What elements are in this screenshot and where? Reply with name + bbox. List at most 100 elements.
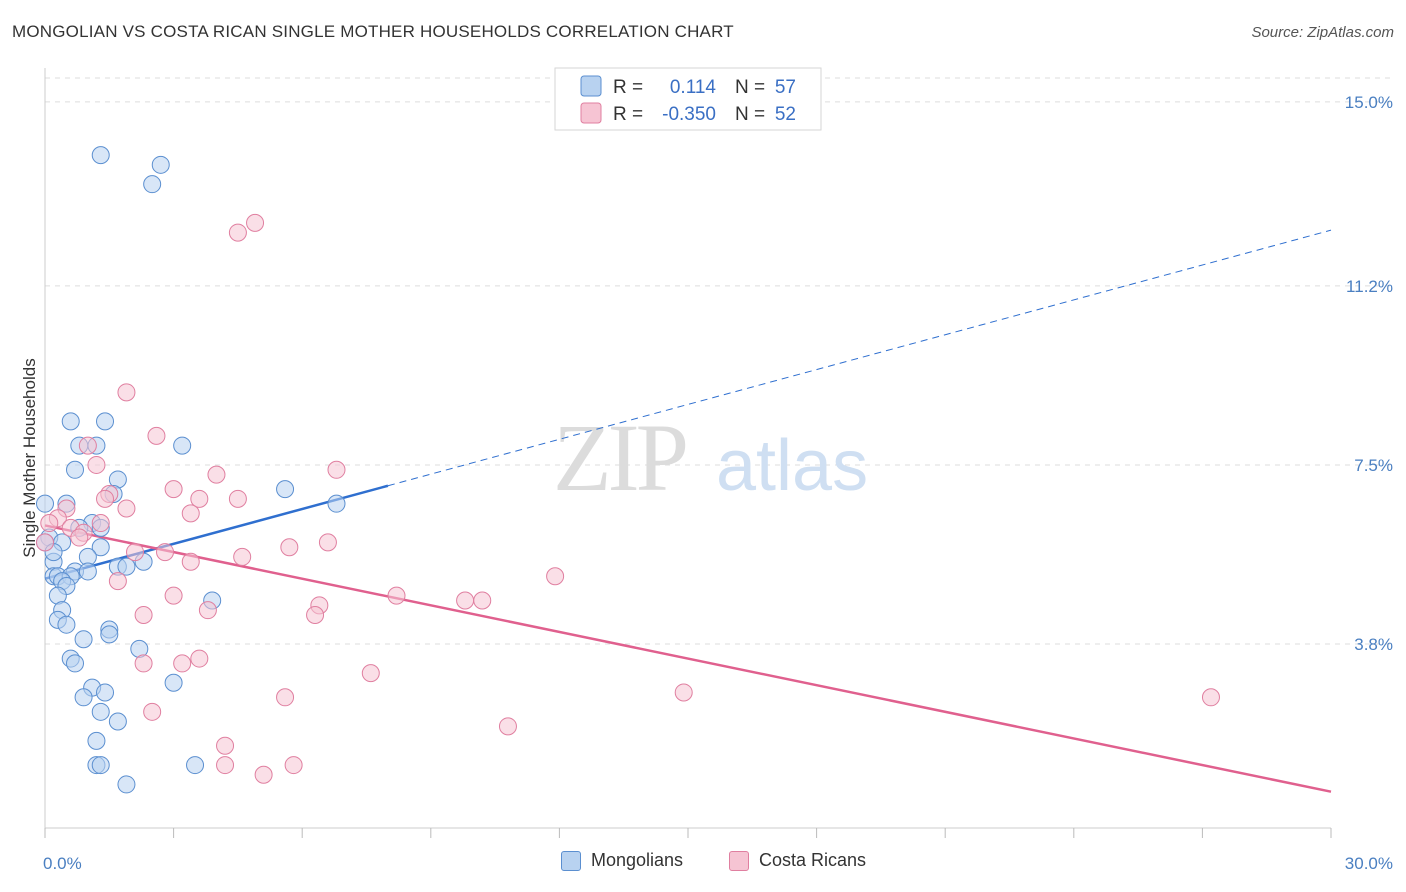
y-axis-title: Single Mother Households (20, 358, 39, 557)
costa-rican-point (117, 499, 136, 518)
mongolian-point (151, 155, 170, 174)
legend-n-label-costa-ricans: N = (735, 104, 765, 125)
costa-rican-point (198, 601, 217, 620)
costa-rican-point (108, 572, 127, 591)
costa-rican-point (387, 586, 406, 605)
mongolian-point (117, 775, 136, 794)
costa-rican-point (164, 586, 183, 605)
costa-rican-point (246, 213, 265, 232)
chart-source: Source: ZipAtlas.com (1251, 24, 1394, 41)
bottom-legend: Mongolians Costa Ricans (0, 850, 1406, 880)
mongolian-point (91, 538, 110, 557)
legend-r-value-costa-ricans: -0.350 (662, 104, 716, 125)
costa-rican-point (181, 552, 200, 571)
costa-rican-point (280, 538, 299, 557)
y-tick-label: 15.0% (1345, 93, 1393, 112)
costa-rican-point (498, 717, 517, 736)
costa-rican-point (40, 514, 59, 533)
costa-rican-point (276, 688, 295, 707)
mongolian-point (96, 683, 115, 702)
bottom-legend-mongolians: Mongolians (561, 850, 683, 871)
costa-rican-point (126, 543, 145, 562)
legend-r-value-mongolians: 0.114 (670, 77, 717, 98)
mongolian-point (276, 480, 295, 499)
costa-rican-point (147, 426, 166, 445)
mongolian-point (173, 436, 192, 455)
costa-rican-point (91, 514, 110, 533)
legend-swatch-costa-ricans (580, 102, 602, 124)
costa-rican-point (1201, 688, 1220, 707)
bottom-legend-swatch-costa-ricans (729, 850, 749, 871)
costa-rican-point (134, 606, 153, 625)
legend-box: R = 0.114 N = 57 R = -0.350 N = 52 (554, 67, 822, 131)
mongolian-point (143, 175, 162, 194)
mongolian-point (74, 688, 93, 707)
legend-n-label-mongolians: N = (735, 77, 765, 98)
costa-rican-point (318, 533, 337, 552)
costa-rican-point (190, 649, 209, 668)
x-tick-label-min: 0.0% (43, 854, 82, 873)
legend-r-label-mongolians: R = (613, 77, 643, 98)
mongolian-point (87, 731, 106, 750)
costa-rican-trend-line (44, 524, 1332, 793)
costa-rican-point (306, 606, 325, 625)
mongolian-point (36, 494, 54, 513)
mongolian-point (117, 557, 136, 576)
mongolian-point (61, 412, 80, 431)
costa-rican-point (473, 591, 492, 610)
x-tick-label-max: 30.0% (1345, 854, 1393, 873)
costa-rican-point (70, 528, 89, 547)
mongolian-point (66, 460, 85, 479)
mongolian-point (100, 625, 119, 644)
mongolian-point (74, 630, 93, 649)
mongolian-point (96, 412, 115, 431)
axes (44, 68, 1332, 838)
costa-rican-point (228, 223, 247, 242)
costa-rican-point (164, 480, 183, 499)
bottom-legend-label-costa-ricans: Costa Ricans (759, 850, 867, 870)
bottom-legend-label-mongolians: Mongolians (591, 850, 684, 870)
bottom-legend-swatch-mongolians (561, 850, 581, 871)
costa-rican-point (190, 489, 209, 508)
mongolian-point (108, 712, 127, 731)
costa-rican-point (96, 489, 115, 508)
bottom-legend-costa-ricans: Costa Ricans (729, 850, 866, 871)
costa-rican-point (216, 756, 235, 775)
mongolian-point (57, 615, 76, 634)
costa-rican-point (228, 489, 247, 508)
mongolian-trend-line-extrapolated (387, 229, 1332, 487)
chart-title: MONGOLIAN VS COSTA RICAN SINGLE MOTHER H… (12, 22, 734, 41)
watermark-atlas: atlas (716, 426, 868, 506)
costa-rican-point (327, 460, 346, 479)
costa-rican-point (456, 591, 475, 610)
costa-rican-point (78, 436, 97, 455)
y-tick-label: 3.8% (1354, 635, 1393, 654)
mongolian-point (91, 702, 110, 721)
mongolian-point (66, 654, 85, 673)
mongolian-point (186, 756, 205, 775)
y-tick-label: 11.2% (1346, 277, 1393, 296)
costa-rican-point (156, 543, 175, 562)
legend-swatch-mongolians (580, 75, 602, 97)
costa-rican-point (216, 736, 235, 755)
costa-rican-point (233, 547, 252, 566)
mongolian-point (327, 494, 346, 513)
mongolian-point (78, 562, 97, 581)
costa-rican-point (361, 664, 380, 683)
costa-rican-point (546, 567, 565, 586)
legend-r-label-costa-ricans: R = (613, 104, 643, 125)
trend-lines (44, 229, 1332, 793)
costa-rican-point (143, 702, 162, 721)
mongolian-point (91, 146, 110, 165)
mongolian-point (164, 673, 183, 692)
watermark: ZIP atlas (553, 404, 868, 511)
costa-rican-point (173, 654, 192, 673)
mongolian-point (91, 756, 110, 775)
costa-rican-point (117, 383, 136, 402)
costa-rican-point (284, 756, 303, 775)
watermark-zip: ZIP (553, 404, 686, 511)
costa-rican-point (207, 465, 226, 484)
costa-rican-point (181, 504, 200, 523)
costa-rican-point (674, 683, 693, 702)
